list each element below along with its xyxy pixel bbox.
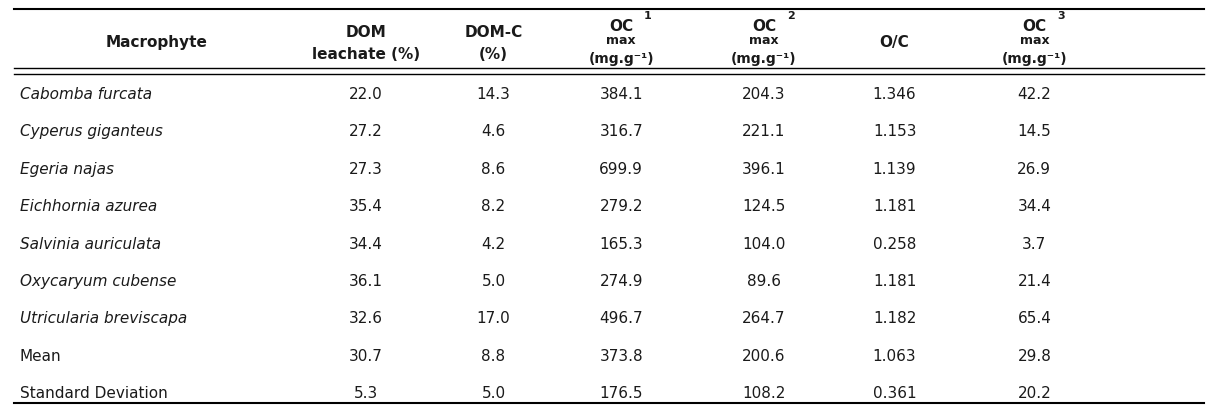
Text: 0.361: 0.361 xyxy=(873,385,916,401)
Text: Mean: Mean xyxy=(19,348,61,363)
Text: 204.3: 204.3 xyxy=(742,86,786,102)
Text: Salvinia auriculata: Salvinia auriculata xyxy=(19,236,161,251)
Text: (mg.g⁻¹): (mg.g⁻¹) xyxy=(731,52,797,66)
Text: Cyperus giganteus: Cyperus giganteus xyxy=(19,124,162,139)
Text: 3.7: 3.7 xyxy=(1022,236,1046,251)
Text: 316.7: 316.7 xyxy=(599,124,643,139)
Text: 26.9: 26.9 xyxy=(1017,161,1051,176)
Text: 22.0: 22.0 xyxy=(350,86,382,102)
Text: Egeria najas: Egeria najas xyxy=(19,161,113,176)
Text: 176.5: 176.5 xyxy=(599,385,643,401)
Text: max: max xyxy=(749,34,778,47)
Text: 21.4: 21.4 xyxy=(1017,273,1051,288)
Text: 8.8: 8.8 xyxy=(481,348,505,363)
Text: 699.9: 699.9 xyxy=(599,161,643,176)
Text: 1.181: 1.181 xyxy=(873,199,916,214)
Text: OC: OC xyxy=(752,19,776,33)
Text: (mg.g⁻¹): (mg.g⁻¹) xyxy=(588,52,654,66)
Text: 4.6: 4.6 xyxy=(481,124,505,139)
Text: 165.3: 165.3 xyxy=(599,236,643,251)
Text: 27.2: 27.2 xyxy=(350,124,382,139)
Text: 20.2: 20.2 xyxy=(1017,385,1051,401)
Text: 373.8: 373.8 xyxy=(599,348,643,363)
Text: Cabomba furcata: Cabomba furcata xyxy=(19,86,152,102)
Text: 279.2: 279.2 xyxy=(599,199,643,214)
Text: DOM-C: DOM-C xyxy=(464,25,523,40)
Text: 2: 2 xyxy=(787,11,794,21)
Text: 221.1: 221.1 xyxy=(742,124,786,139)
Text: 4.2: 4.2 xyxy=(481,236,505,251)
Text: max: max xyxy=(1019,34,1049,47)
Text: 5.3: 5.3 xyxy=(354,385,378,401)
Text: Oxycaryum cubense: Oxycaryum cubense xyxy=(19,273,175,288)
Text: 1.063: 1.063 xyxy=(873,348,916,363)
Text: 1.182: 1.182 xyxy=(873,311,916,326)
Text: (mg.g⁻¹): (mg.g⁻¹) xyxy=(1001,52,1067,66)
Text: 89.6: 89.6 xyxy=(747,273,781,288)
Text: O/C: O/C xyxy=(879,35,910,50)
Text: 1.153: 1.153 xyxy=(873,124,916,139)
Text: 29.8: 29.8 xyxy=(1017,348,1051,363)
Text: max: max xyxy=(607,34,636,47)
Text: Utricularia breviscapa: Utricularia breviscapa xyxy=(19,311,186,326)
Text: 17.0: 17.0 xyxy=(476,311,510,326)
Text: 14.5: 14.5 xyxy=(1017,124,1051,139)
Text: 8.6: 8.6 xyxy=(481,161,505,176)
Text: 65.4: 65.4 xyxy=(1017,311,1051,326)
Text: 36.1: 36.1 xyxy=(348,273,382,288)
Text: 5.0: 5.0 xyxy=(481,273,505,288)
Text: OC: OC xyxy=(609,19,633,33)
Text: 124.5: 124.5 xyxy=(742,199,786,214)
Text: 0.258: 0.258 xyxy=(873,236,916,251)
Text: 104.0: 104.0 xyxy=(742,236,786,251)
Text: 1.346: 1.346 xyxy=(873,86,916,102)
Text: 1.139: 1.139 xyxy=(873,161,916,176)
Text: (%): (%) xyxy=(479,47,508,62)
Text: 5.0: 5.0 xyxy=(481,385,505,401)
Text: 3: 3 xyxy=(1057,11,1065,21)
Text: 32.6: 32.6 xyxy=(348,311,382,326)
Text: 42.2: 42.2 xyxy=(1017,86,1051,102)
Text: DOM: DOM xyxy=(346,25,386,40)
Text: Macrophyte: Macrophyte xyxy=(106,35,207,50)
Text: 264.7: 264.7 xyxy=(742,311,786,326)
Text: 8.2: 8.2 xyxy=(481,199,505,214)
Text: Standard Deviation: Standard Deviation xyxy=(19,385,167,401)
Text: 384.1: 384.1 xyxy=(599,86,643,102)
Text: 1: 1 xyxy=(644,11,652,21)
Text: 35.4: 35.4 xyxy=(350,199,382,214)
Text: leachate (%): leachate (%) xyxy=(312,47,420,62)
Text: OC: OC xyxy=(1022,19,1046,33)
Text: Eichhornia azurea: Eichhornia azurea xyxy=(19,199,157,214)
Text: 14.3: 14.3 xyxy=(476,86,510,102)
Text: 27.3: 27.3 xyxy=(350,161,382,176)
Text: 108.2: 108.2 xyxy=(742,385,786,401)
Text: 34.4: 34.4 xyxy=(350,236,382,251)
Text: 34.4: 34.4 xyxy=(1017,199,1051,214)
Text: 200.6: 200.6 xyxy=(742,348,786,363)
Text: 30.7: 30.7 xyxy=(350,348,382,363)
Text: 1.181: 1.181 xyxy=(873,273,916,288)
Text: 396.1: 396.1 xyxy=(742,161,786,176)
Text: 274.9: 274.9 xyxy=(599,273,643,288)
Text: 496.7: 496.7 xyxy=(599,311,643,326)
